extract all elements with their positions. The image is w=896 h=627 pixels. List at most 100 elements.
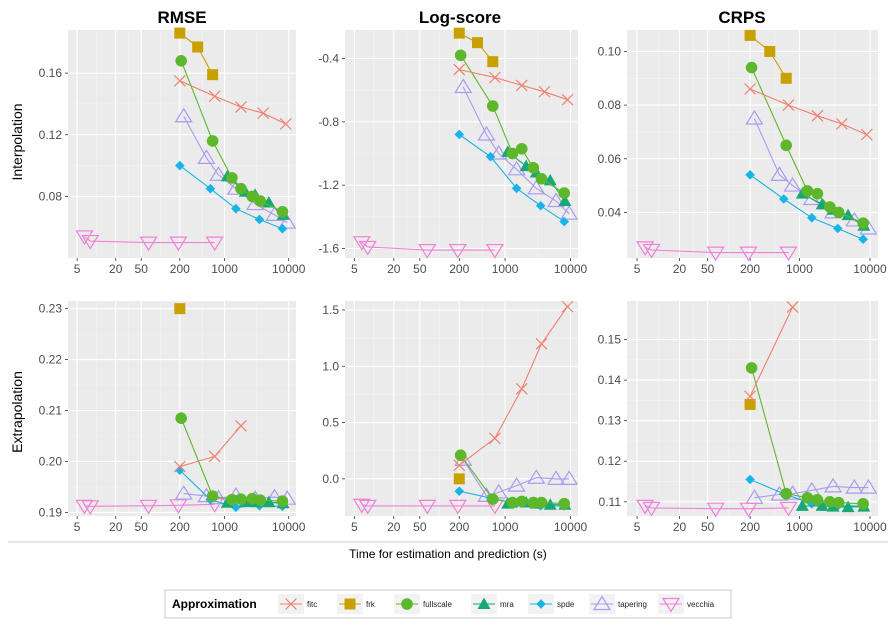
series-line-fitc — [749, 306, 794, 397]
point-vecchia — [706, 246, 725, 262]
point-fullscale — [811, 187, 824, 200]
point-tapering — [823, 477, 843, 493]
y-tick-label: 0.16 — [39, 66, 63, 80]
legend-item-mra: mra — [471, 594, 514, 614]
point-tapering — [783, 176, 802, 192]
y-tick-label: 0.12 — [598, 454, 622, 468]
point-vecchia — [418, 499, 437, 515]
y-tick-label: 0.0 — [322, 472, 339, 486]
panel-interpolation-crps: 5 20 50 200 1000 10000 0.04 0.06 0.08 0.10 — [598, 29, 887, 276]
x-tick-label: 50 — [135, 262, 149, 276]
point-spde — [535, 200, 546, 211]
y-tick-label: 0.04 — [598, 205, 622, 219]
series-fullscale — [454, 449, 570, 510]
series-line-vecchia — [84, 235, 215, 244]
panel-interpolation-log-score: 5 20 50 200 1000 10000 -1.6 -1.2 -0.8 -0.4 — [318, 27, 588, 276]
point-fitc — [561, 300, 574, 313]
series-fullscale — [175, 412, 289, 508]
y-tick-label: -0.8 — [318, 115, 339, 129]
y-tick-label: 0.08 — [598, 98, 622, 112]
x-tick-label: 5 — [634, 520, 641, 534]
point-vecchia — [485, 243, 504, 259]
x-tick-label: 20 — [387, 520, 401, 534]
point-vecchia — [75, 230, 94, 246]
point-fitc — [744, 390, 757, 403]
point-vecchia — [358, 240, 377, 256]
point-fitc — [561, 93, 574, 106]
point-fitc — [860, 128, 873, 141]
point-vecchia — [139, 499, 158, 515]
col-title-crps: CRPS — [718, 8, 765, 27]
y-tick-label: -1.2 — [318, 178, 339, 192]
point-tapering — [546, 192, 566, 208]
series-line-tapering — [462, 459, 570, 497]
x-tick-label: 20 — [673, 262, 687, 276]
point-fullscale — [235, 182, 247, 195]
point-vecchia — [642, 243, 661, 259]
series-spde — [745, 170, 868, 245]
y-tick-label: -1.6 — [318, 242, 339, 256]
x-tick-label: 200 — [170, 262, 190, 276]
row-title-interpolation: Interpolation — [9, 103, 25, 180]
point-fullscale — [486, 100, 499, 112]
series-frk — [744, 29, 792, 84]
x-tick-label: 1000 — [786, 262, 813, 276]
point-vecchia — [81, 234, 100, 250]
point-frk — [174, 303, 186, 315]
legend-marker-frk — [344, 598, 356, 610]
point-fullscale — [801, 185, 814, 197]
panel-extrapolation-crps: 5 20 50 200 1000 10000 0.11 0.12 0.13 0.14 0.15 — [598, 301, 887, 534]
point-fullscale — [226, 172, 238, 184]
point-fitc — [538, 85, 551, 98]
x-tick-label: 5 — [351, 520, 358, 534]
x-tick-label: 10000 — [554, 520, 588, 534]
point-fitc — [515, 79, 528, 92]
x-tick-label: 1000 — [211, 262, 238, 276]
series-tapering — [454, 78, 579, 220]
point-mra — [815, 499, 829, 511]
y-tick-label: 0.10 — [598, 44, 622, 58]
point-fitc — [744, 83, 757, 95]
point-tapering — [560, 205, 579, 220]
point-vecchia — [81, 500, 100, 515]
point-vecchia — [352, 236, 371, 251]
x-tick-label: 5 — [351, 262, 358, 276]
legend-item-frk: frk — [337, 594, 376, 614]
x-tick-label: 1000 — [211, 520, 238, 534]
point-fullscale — [235, 493, 247, 505]
point-mra — [543, 498, 557, 510]
point-fullscale — [515, 142, 528, 155]
series-fullscale — [745, 362, 869, 510]
point-spde — [858, 234, 868, 245]
panel-extrapolation-log-score: 5 20 50 200 1000 10000 0.0 0.5 1.0 1.5 — [322, 300, 588, 534]
point-tapering — [278, 213, 297, 229]
y-tick-label: -0.4 — [318, 52, 339, 66]
point-tapering — [745, 109, 764, 125]
point-fullscale — [558, 187, 570, 199]
series-frk — [174, 303, 186, 315]
point-fullscale — [206, 490, 219, 502]
point-frk — [453, 27, 465, 39]
x-axis-label: Time for estimation and prediction (s) — [349, 547, 547, 561]
point-spde — [807, 212, 817, 223]
x-tick-label: 5 — [74, 262, 81, 276]
point-fullscale — [857, 498, 869, 510]
legend-marker-tapering — [592, 595, 612, 611]
legend-title: Approximation — [172, 597, 257, 611]
legend-label: mra — [500, 600, 514, 609]
series-fullscale — [745, 61, 869, 229]
point-fullscale — [454, 449, 467, 462]
point-tapering — [845, 478, 864, 494]
point-fitc — [235, 419, 247, 432]
y-tick-label: 0.20 — [39, 454, 63, 468]
series-frk — [453, 27, 499, 68]
legend-item-spde: spde — [528, 594, 575, 614]
point-frk — [192, 41, 204, 53]
point-vecchia — [739, 502, 758, 518]
series-vecchia — [636, 241, 798, 262]
series-vecchia — [352, 498, 504, 515]
legend-label: vecchia — [687, 600, 715, 609]
panels: 5 20 50 200 1000 10000 0.08 0.12 0.16 5 20 50 200 100… — [39, 27, 887, 534]
y-tick-label: 0.11 — [599, 495, 622, 509]
